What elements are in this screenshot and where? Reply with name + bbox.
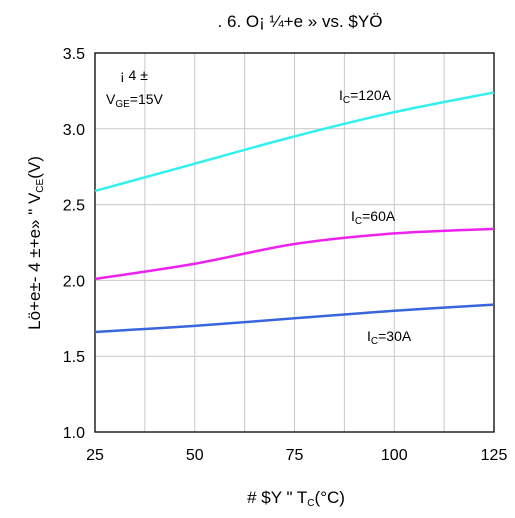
x-tick-label: 50: [186, 447, 204, 464]
series-line-ic-30a: [94, 303, 495, 334]
x-tick-label: 25: [86, 447, 104, 464]
series-label-120a: IC=120A: [339, 87, 392, 106]
x-tick-labels: 25 50 75 100 125: [86, 447, 507, 464]
plot-frame: [94, 52, 495, 433]
y-tick-label: 3.5: [63, 46, 85, 63]
series-group: [94, 91, 495, 334]
x-tick-label: 75: [286, 447, 304, 464]
y-tick-label: 1.5: [63, 349, 85, 366]
x-tick-label: 100: [381, 447, 408, 464]
y-tick-label: 3.0: [63, 122, 85, 139]
series-label-60a: IC=60A: [351, 208, 396, 227]
series-line-ic-120a: [94, 91, 495, 193]
series-line-ic-60a: [94, 227, 495, 281]
annotation-v-sub: GE: [115, 99, 130, 110]
x-tick-label: 125: [481, 447, 508, 464]
y-tick-label: 2.0: [63, 273, 85, 290]
grid: [95, 53, 494, 432]
y-tick-label: 1.0: [63, 425, 85, 442]
annotation-v: V: [106, 91, 116, 107]
x-axis-label: # $Y " TC(°C): [247, 488, 345, 509]
chart-title: . 6. O¡ ¼+e » vs. $YÖ: [218, 12, 383, 31]
annotation-line1: ¡ 4 ±: [120, 67, 148, 83]
annotation-v-rest: =15V: [130, 91, 164, 107]
y-tick-label: 2.5: [63, 198, 85, 215]
y-tick-labels: 1.0 1.5 2.0 2.5 3.0 3.5: [63, 46, 85, 442]
y-axis-label: Lö+e±- 4 ±+e» " VCE(V): [25, 156, 46, 330]
annotation-line2: VGE=15V: [106, 91, 164, 110]
series-label-30a: IC=30A: [367, 328, 412, 347]
